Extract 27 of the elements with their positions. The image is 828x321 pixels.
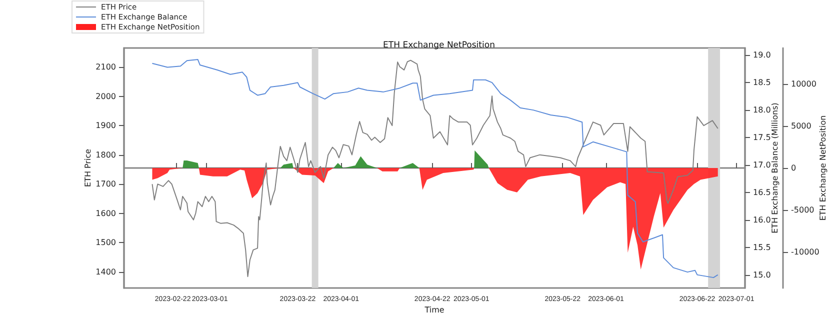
y-tick-label: 2000 <box>96 92 116 101</box>
y-tick-label: 2100 <box>96 62 116 72</box>
y-tick-label: 1400 <box>96 267 116 276</box>
y-tick-label: 1700 <box>96 180 116 189</box>
y3-tick-label: -5000 <box>791 205 814 214</box>
y3-tick-label: 0 <box>791 164 796 172</box>
y2-tick-label: 16.5 <box>753 188 771 197</box>
y3-axis-title: ETH Exchange NetPosition <box>818 115 828 221</box>
x-axis-title: Time <box>424 306 444 314</box>
y3-tick-label: -10000 <box>791 247 820 256</box>
y2-tick-label: 17.0 <box>753 160 771 170</box>
y-tick-label: 1500 <box>96 238 116 248</box>
y2-tick-label: 15.0 <box>753 270 771 280</box>
y2-tick-label: 18.0 <box>753 106 771 115</box>
y-tick-label: 1900 <box>96 121 116 130</box>
y2-tick-label: 16.0 <box>753 215 771 224</box>
y2-tick-label: 15.5 <box>753 242 771 252</box>
chart-title: ETH Exchange NetPosition <box>383 40 495 50</box>
y2-tick-label: 18.5 <box>753 78 771 88</box>
y3-tick-label: 10000 <box>791 80 816 89</box>
y2-tick-label: 19.0 <box>753 50 771 60</box>
y-axis-title: ETH Price <box>84 148 92 188</box>
y-tick-label: 1600 <box>96 208 116 218</box>
y-tick-label: 1800 <box>96 150 116 160</box>
y2-tick-label: 17.5 <box>753 133 771 142</box>
y2-axis-title: ETH Exchange Balance (Millions) <box>770 102 780 234</box>
y3-tick-label: 5000 <box>791 122 812 131</box>
